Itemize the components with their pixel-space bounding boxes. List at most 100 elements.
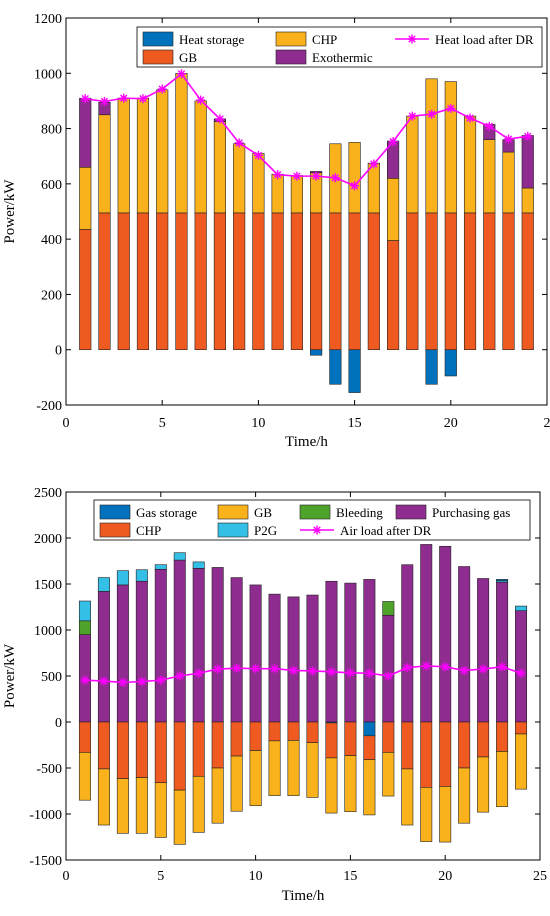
line-point-t24: [523, 132, 532, 141]
bar-p2g-t1: [79, 601, 90, 621]
legend-item: GB: [143, 50, 197, 65]
bar-bleeding-t1: [79, 621, 90, 635]
bar-chp-t8: [214, 122, 226, 213]
bar-purchasing-gas-t4: [136, 581, 147, 722]
bar-chp-t10: [250, 722, 261, 751]
line-point-t10: [251, 664, 260, 673]
x-tick-label: 2: [544, 416, 550, 431]
y-tick-label: 2500: [34, 486, 62, 501]
bar-bleeding-t17: [383, 601, 394, 615]
bar-gb-t22: [484, 213, 496, 350]
line-point-t11: [270, 664, 279, 673]
bar-chp-t24: [515, 722, 526, 734]
line-point-t9: [232, 664, 241, 673]
line-point-t15: [346, 668, 355, 677]
legend-item: P2G: [218, 523, 277, 538]
bar-chp-t5: [156, 90, 168, 213]
y-tick-label: 200: [41, 288, 62, 303]
legend-item: Heat storage: [143, 32, 245, 47]
bar-chp-t2: [98, 722, 109, 769]
legend-swatch: [100, 505, 130, 519]
legend-swatch: [143, 50, 173, 64]
legend-swatch: [218, 523, 248, 537]
line-air-load-after-dr: [85, 666, 521, 683]
bar-purchasing-gas-t5: [155, 569, 166, 722]
bar-chp-t17: [383, 722, 394, 752]
bar-chp-t23: [503, 152, 515, 213]
line-point-t19: [427, 110, 436, 119]
bar-gb-t23: [503, 213, 515, 350]
x-tick-label: 20: [444, 416, 458, 431]
bar-chp-t9: [231, 722, 242, 756]
bars-group: [79, 73, 533, 392]
bar-gb-t21: [464, 213, 476, 350]
bar-gas-storage-t23: [496, 579, 507, 580]
bar-gb-t16: [364, 760, 375, 815]
bar-chp-t6: [174, 722, 185, 790]
line-point-t15: [350, 181, 359, 190]
line-point-t4: [138, 94, 147, 103]
line-point-t7: [196, 96, 205, 105]
legend-marker: [313, 526, 322, 535]
bar-chp-t7: [193, 722, 204, 776]
bar-gas-storage-t16: [364, 722, 375, 736]
bar-gb-t4: [137, 213, 149, 350]
bar-gb-t7: [193, 776, 204, 832]
line-point-t2: [99, 677, 108, 686]
x-tick-label: 15: [348, 416, 362, 431]
bar-chp-t19: [426, 79, 438, 213]
bar-chp-t16: [364, 736, 375, 760]
bar-chp-t21: [464, 116, 476, 213]
line-point-t22: [479, 665, 488, 674]
bar-purchasing-gas-t11: [269, 594, 280, 722]
legend-swatch: [276, 50, 306, 64]
legend-label: Gas storage: [136, 505, 197, 520]
legend-label: P2G: [254, 523, 277, 538]
bar-gb-t18: [407, 213, 419, 350]
bar-heat-storage-t20: [445, 350, 457, 376]
bar-p2g-t24: [515, 606, 526, 611]
bar-gb-t9: [233, 213, 245, 350]
bar-gb-t17: [387, 241, 399, 350]
line-point-t23: [498, 662, 507, 671]
legend-swatch: [143, 32, 173, 46]
bar-chp-t6: [176, 73, 188, 213]
x-tick-label: 10: [249, 869, 263, 884]
line-point-t12: [292, 172, 301, 181]
bar-chp-t13: [307, 722, 318, 743]
bar-gb-t17: [383, 752, 394, 796]
bar-gb-t3: [117, 779, 128, 834]
bar-chp-t8: [212, 722, 223, 768]
y-tick-label: 1500: [34, 578, 62, 593]
bar-purchasing-gas-t16: [364, 579, 375, 722]
line-point-t20: [446, 104, 455, 113]
x-tick-label: 15: [343, 869, 357, 884]
bar-chp-t1: [79, 167, 91, 229]
line-point-t17: [384, 672, 393, 681]
bar-purchasing-gas-t23: [496, 582, 507, 722]
bar-heat-storage-t14: [330, 350, 342, 385]
bar-gb-t19: [426, 213, 438, 350]
line-point-t8: [215, 114, 224, 123]
line-point-t13: [308, 666, 317, 675]
x-tick-label: 0: [63, 416, 70, 431]
bar-gb-t13: [310, 213, 322, 350]
bar-gb-t15: [349, 213, 361, 350]
line-point-t24: [517, 669, 526, 678]
y-tick-label: 1000: [34, 67, 62, 82]
line-point-t2: [100, 97, 109, 106]
legend-label: CHP: [312, 32, 337, 47]
bar-purchasing-gas-t14: [326, 581, 337, 722]
bar-purchasing-gas-t9: [231, 578, 242, 722]
legend-label: Air load after DR: [340, 523, 432, 538]
line-point-t18: [403, 663, 412, 672]
bar-gb-t8: [214, 213, 226, 350]
line-point-t7: [194, 669, 203, 678]
bar-purchasing-gas-t2: [98, 591, 109, 722]
y-tick-label: 0: [55, 344, 62, 359]
legend-label: Heat storage: [179, 32, 245, 47]
legend-item: Exothermic: [276, 50, 373, 65]
bar-purchasing-gas-t13: [307, 595, 318, 722]
